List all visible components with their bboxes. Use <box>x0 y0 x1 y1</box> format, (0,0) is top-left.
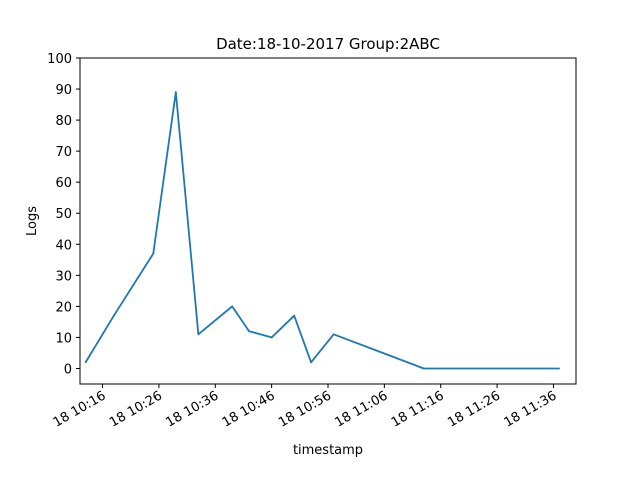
plot-frame <box>79 57 577 385</box>
data-point <box>422 367 425 370</box>
y-tick-label: 40 <box>55 238 72 253</box>
data-point <box>332 333 335 336</box>
y-tick-label: 0 <box>64 362 72 377</box>
y-tick-label: 10 <box>55 331 72 346</box>
x-tick-label: 18 10:46 <box>220 388 278 430</box>
y-tick-label: 60 <box>55 176 72 191</box>
data-point <box>84 361 87 364</box>
data-point <box>310 361 312 364</box>
y-tick-label: 20 <box>55 300 72 315</box>
x-tick-label: 18 11:06 <box>333 388 391 430</box>
data-point <box>248 330 250 333</box>
data-point <box>231 305 234 308</box>
y-tick-label: 70 <box>55 145 72 160</box>
data-point <box>174 91 177 94</box>
x-tick-label: 18 11:16 <box>389 388 447 430</box>
x-axis-label: timestamp <box>293 443 363 458</box>
y-axis: 0 10 20 30 40 50 60 70 80 90 100 <box>47 52 80 377</box>
data-point <box>558 367 560 370</box>
y-tick-label: 90 <box>55 83 72 98</box>
x-tick-label: 18 10:26 <box>107 388 165 430</box>
data-point <box>293 314 296 317</box>
x-tick-label: 18 10:36 <box>163 388 221 430</box>
y-tick-label: 50 <box>55 207 72 222</box>
data-point <box>152 252 155 255</box>
data-point <box>270 336 273 339</box>
plot-series <box>84 91 560 370</box>
x-tick-label: 18 10:16 <box>51 388 109 430</box>
data-point <box>197 333 200 336</box>
x-tick-label: 18 11:26 <box>445 388 503 430</box>
y-tick-label: 100 <box>47 52 72 67</box>
chart-title: Date:18-10-2017 Group:2ABC <box>216 35 440 53</box>
x-tick-label: 18 11:36 <box>502 388 560 430</box>
y-tick-label: 30 <box>55 269 72 284</box>
y-tick-label: 80 <box>55 114 72 129</box>
y-axis-label: Logs <box>25 206 40 236</box>
series-line <box>84 91 560 370</box>
data-point <box>112 314 115 317</box>
x-tick-label: 18 10:56 <box>276 388 334 430</box>
